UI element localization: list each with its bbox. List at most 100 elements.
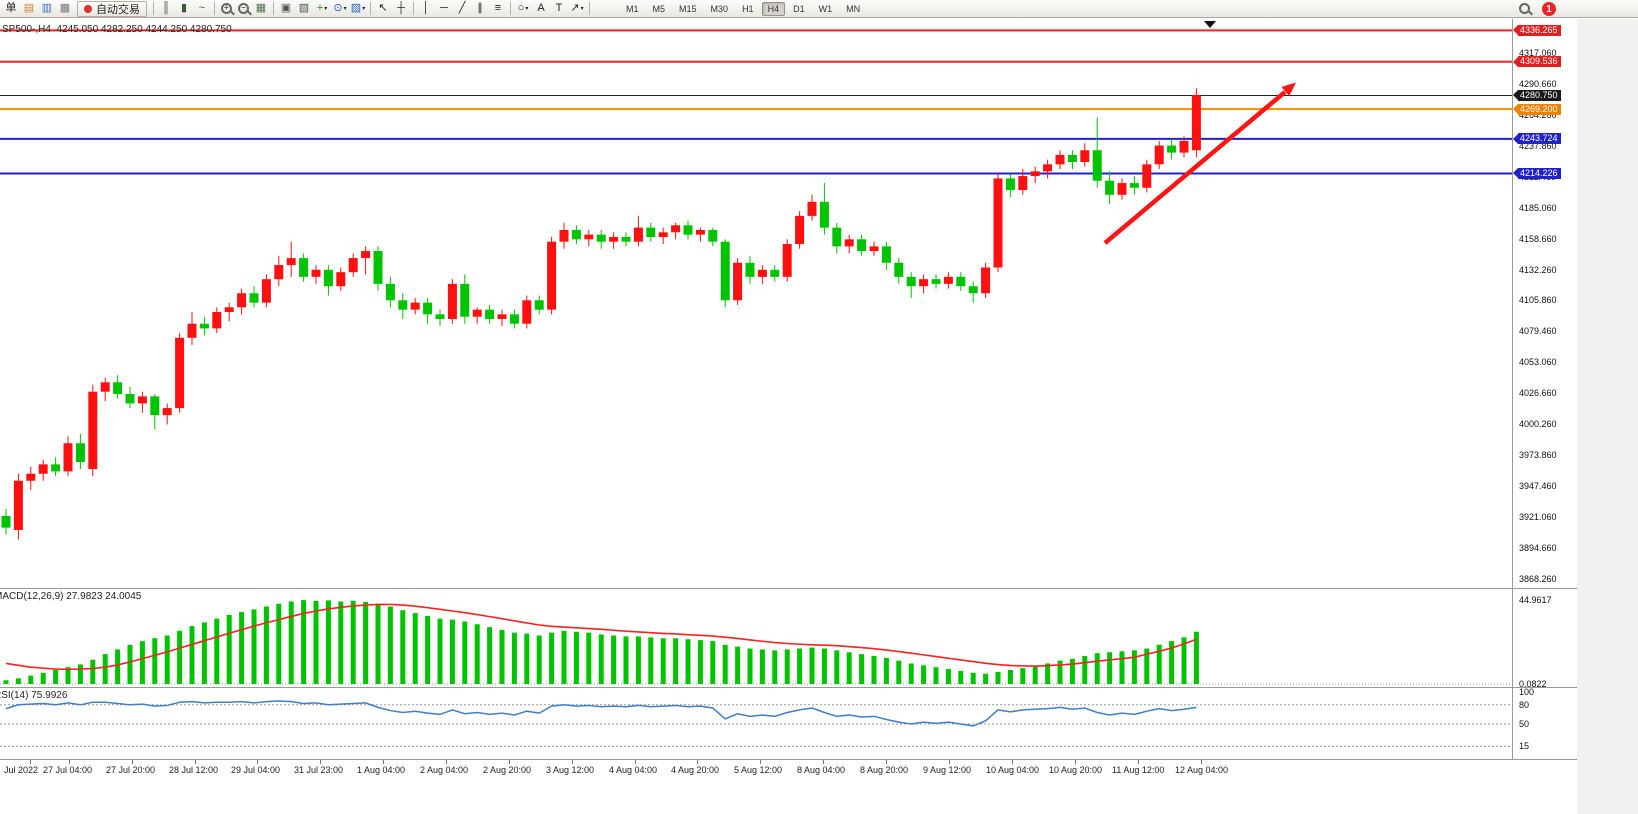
line-chart-icon[interactable]: ~ bbox=[198, 2, 206, 14]
trend-arrow-head bbox=[1281, 82, 1296, 97]
macd-indicator-panel[interactable] bbox=[0, 589, 1512, 687]
candlestick-chart-icon[interactable]: ▮ bbox=[180, 2, 188, 14]
cursor-icon[interactable]: ↖ bbox=[378, 2, 388, 14]
grid-icon[interactable]: ▦ bbox=[255, 2, 267, 14]
zoom-in-icon[interactable]: + bbox=[218, 1, 235, 17]
time-axis-tick bbox=[697, 760, 698, 764]
toolbar-separator bbox=[214, 2, 215, 15]
crosshair-icon[interactable]: ┼ bbox=[397, 2, 405, 14]
timeframe-switcher: M1 M5 M15 M30 H1 H4 D1 W1 MN bbox=[619, 1, 867, 16]
cascade-windows-icon[interactable]: ▧ bbox=[298, 2, 310, 14]
price-axis-label: 4317.060 bbox=[1519, 47, 1557, 58]
tile-windows-icon[interactable]: ▣ bbox=[280, 2, 292, 14]
toolbar: 单 ▤ ▥ ▩ 自动交易 ║ ▮ ~ + − ▦ ▣ ▧ + ▾ ⊙ ▾ ▨ ▾ ↖ ┼ │ ─ ╱ ∥ ≡ ○ ▾ A T ↗ ▾ M1 M5 M… bbox=[0, 0, 1638, 18]
time-axis-tick bbox=[69, 760, 70, 764]
charts-icon[interactable]: ▤ bbox=[23, 2, 35, 14]
time-axis-tick bbox=[383, 760, 384, 764]
time-axis-label: 4 Aug 20:00 bbox=[671, 765, 720, 775]
price-axis-label: 4000.260 bbox=[1519, 419, 1557, 430]
toolbar-separator bbox=[510, 2, 511, 15]
time-axis[interactable]: Jul 2022 27 Jul 04:00 27 Jul 20:00 28 Jul 1… bbox=[0, 760, 1577, 814]
vertical-line-icon[interactable]: │ bbox=[422, 2, 430, 14]
shapes-icon[interactable]: ○ ▾ bbox=[517, 2, 529, 14]
period-icon[interactable]: ⊙ ▾ bbox=[333, 2, 347, 14]
timeframe-M15[interactable]: M15 bbox=[679, 3, 697, 14]
main-chart-canvas[interactable] bbox=[0, 19, 1512, 588]
time-axis-tick bbox=[446, 760, 447, 764]
time-axis-tick bbox=[572, 760, 573, 764]
trend-arrow-annotation[interactable] bbox=[1103, 90, 1287, 245]
zoom-out-icon[interactable]: − bbox=[235, 1, 252, 17]
price-axis-label: 4053.060 bbox=[1519, 357, 1557, 368]
timeframe-H4[interactable]: H4 bbox=[761, 1, 786, 16]
time-axis-label: 29 Jul 04:00 bbox=[231, 765, 281, 775]
toolbar-separator bbox=[413, 2, 414, 15]
macd-signal-line bbox=[5, 603, 1197, 671]
macd-histogram bbox=[3, 600, 1199, 684]
rsi-line bbox=[5, 700, 1197, 727]
time-axis-tick bbox=[1201, 760, 1202, 764]
time-axis-label: 11 Aug 12:00 bbox=[1112, 765, 1165, 775]
panel-separator[interactable] bbox=[0, 687, 1577, 688]
timeframe-M30[interactable]: M30 bbox=[710, 3, 729, 14]
macd-label: MACD(12,26,9) 27.9823 24.0045 bbox=[0, 591, 142, 602]
timeframe-D1[interactable]: D1 bbox=[793, 3, 805, 14]
bar-chart-icon[interactable]: ║ bbox=[162, 2, 170, 14]
rsi-scale-label: 80 bbox=[1519, 699, 1530, 710]
time-axis-tick bbox=[886, 760, 887, 764]
price-axis-label: 3921.060 bbox=[1519, 512, 1557, 523]
dropdown-caret-icon: ▾ bbox=[525, 5, 529, 12]
horizontal-line-icon[interactable]: ─ bbox=[440, 2, 448, 14]
timeframe-W1[interactable]: W1 bbox=[818, 3, 833, 14]
data-window-icon[interactable]: ▩ bbox=[59, 2, 71, 14]
toolbar-separator bbox=[153, 2, 154, 15]
timeframe-M5[interactable]: M5 bbox=[652, 3, 666, 14]
arrow-tools-icon[interactable]: ↗ ▾ bbox=[570, 2, 584, 14]
panel-separator[interactable] bbox=[0, 759, 1577, 760]
new-order-button[interactable]: 单 bbox=[5, 2, 17, 14]
trendline-icon[interactable]: ╱ bbox=[458, 2, 466, 14]
price-tag: 4309.536 bbox=[1513, 56, 1561, 68]
fibonacci-icon[interactable]: ≡ bbox=[494, 2, 502, 14]
time-axis-label: 10 Aug 04:00 bbox=[986, 765, 1040, 775]
price-axis-label: 4132.260 bbox=[1519, 264, 1557, 275]
rsi-indicator-panel[interactable] bbox=[0, 688, 1512, 759]
notification-badge[interactable]: 1 bbox=[1542, 2, 1556, 16]
channel-icon[interactable]: ∥ bbox=[477, 2, 483, 14]
time-axis-tick bbox=[823, 760, 824, 764]
market-watch-icon[interactable]: ▥ bbox=[41, 2, 53, 14]
dropdown-caret-icon: ▾ bbox=[362, 5, 366, 12]
price-axis-label: 4026.660 bbox=[1519, 388, 1557, 399]
time-axis-tick bbox=[320, 760, 321, 764]
price-axis-label: 3868.260 bbox=[1519, 573, 1557, 584]
chart-shift-marker-icon bbox=[1204, 21, 1216, 28]
rsi-scale-label: 15 bbox=[1519, 741, 1530, 752]
price-tag: 4336.265 bbox=[1513, 24, 1561, 36]
price-axis-label: 4290.660 bbox=[1519, 78, 1557, 89]
time-axis-label: 8 Aug 20:00 bbox=[860, 765, 909, 775]
timeframe-H1[interactable]: H1 bbox=[742, 3, 754, 14]
price-tag: 4243.724 bbox=[1513, 133, 1561, 145]
text-icon[interactable]: A bbox=[537, 2, 545, 14]
price-scale[interactable]: 4317.0604290.6604264.2604237.8604211.460… bbox=[1512, 19, 1577, 760]
price-axis-label: 4079.460 bbox=[1519, 326, 1557, 337]
macd-scale-label: 44.9617 bbox=[1519, 595, 1552, 606]
search-slot bbox=[1516, 1, 1533, 17]
rsi-scale-label: 50 bbox=[1519, 719, 1530, 729]
timeframe-MN[interactable]: MN bbox=[846, 3, 861, 14]
macd-scale-label: 0.0822 bbox=[1519, 678, 1547, 689]
time-axis-tick bbox=[1138, 760, 1139, 764]
text-label-icon[interactable]: T bbox=[555, 2, 563, 14]
template-icon[interactable]: ▨ ▾ bbox=[350, 2, 366, 14]
rsi-scale-label: 100 bbox=[1519, 687, 1535, 697]
add-indicator-icon[interactable]: + ▾ bbox=[316, 2, 328, 14]
time-axis-tick bbox=[132, 760, 133, 764]
search-icon[interactable] bbox=[1516, 1, 1533, 17]
toolbar-separator bbox=[273, 2, 274, 15]
autotrade-button[interactable]: 自动交易 bbox=[77, 0, 147, 17]
panel-separator[interactable] bbox=[0, 588, 1577, 589]
time-axis-label: 27 Jul 20:00 bbox=[106, 765, 156, 775]
time-axis-tick bbox=[195, 760, 196, 764]
time-axis-label: 12 Aug 04:00 bbox=[1175, 765, 1229, 775]
timeframe-M1[interactable]: M1 bbox=[626, 3, 639, 14]
